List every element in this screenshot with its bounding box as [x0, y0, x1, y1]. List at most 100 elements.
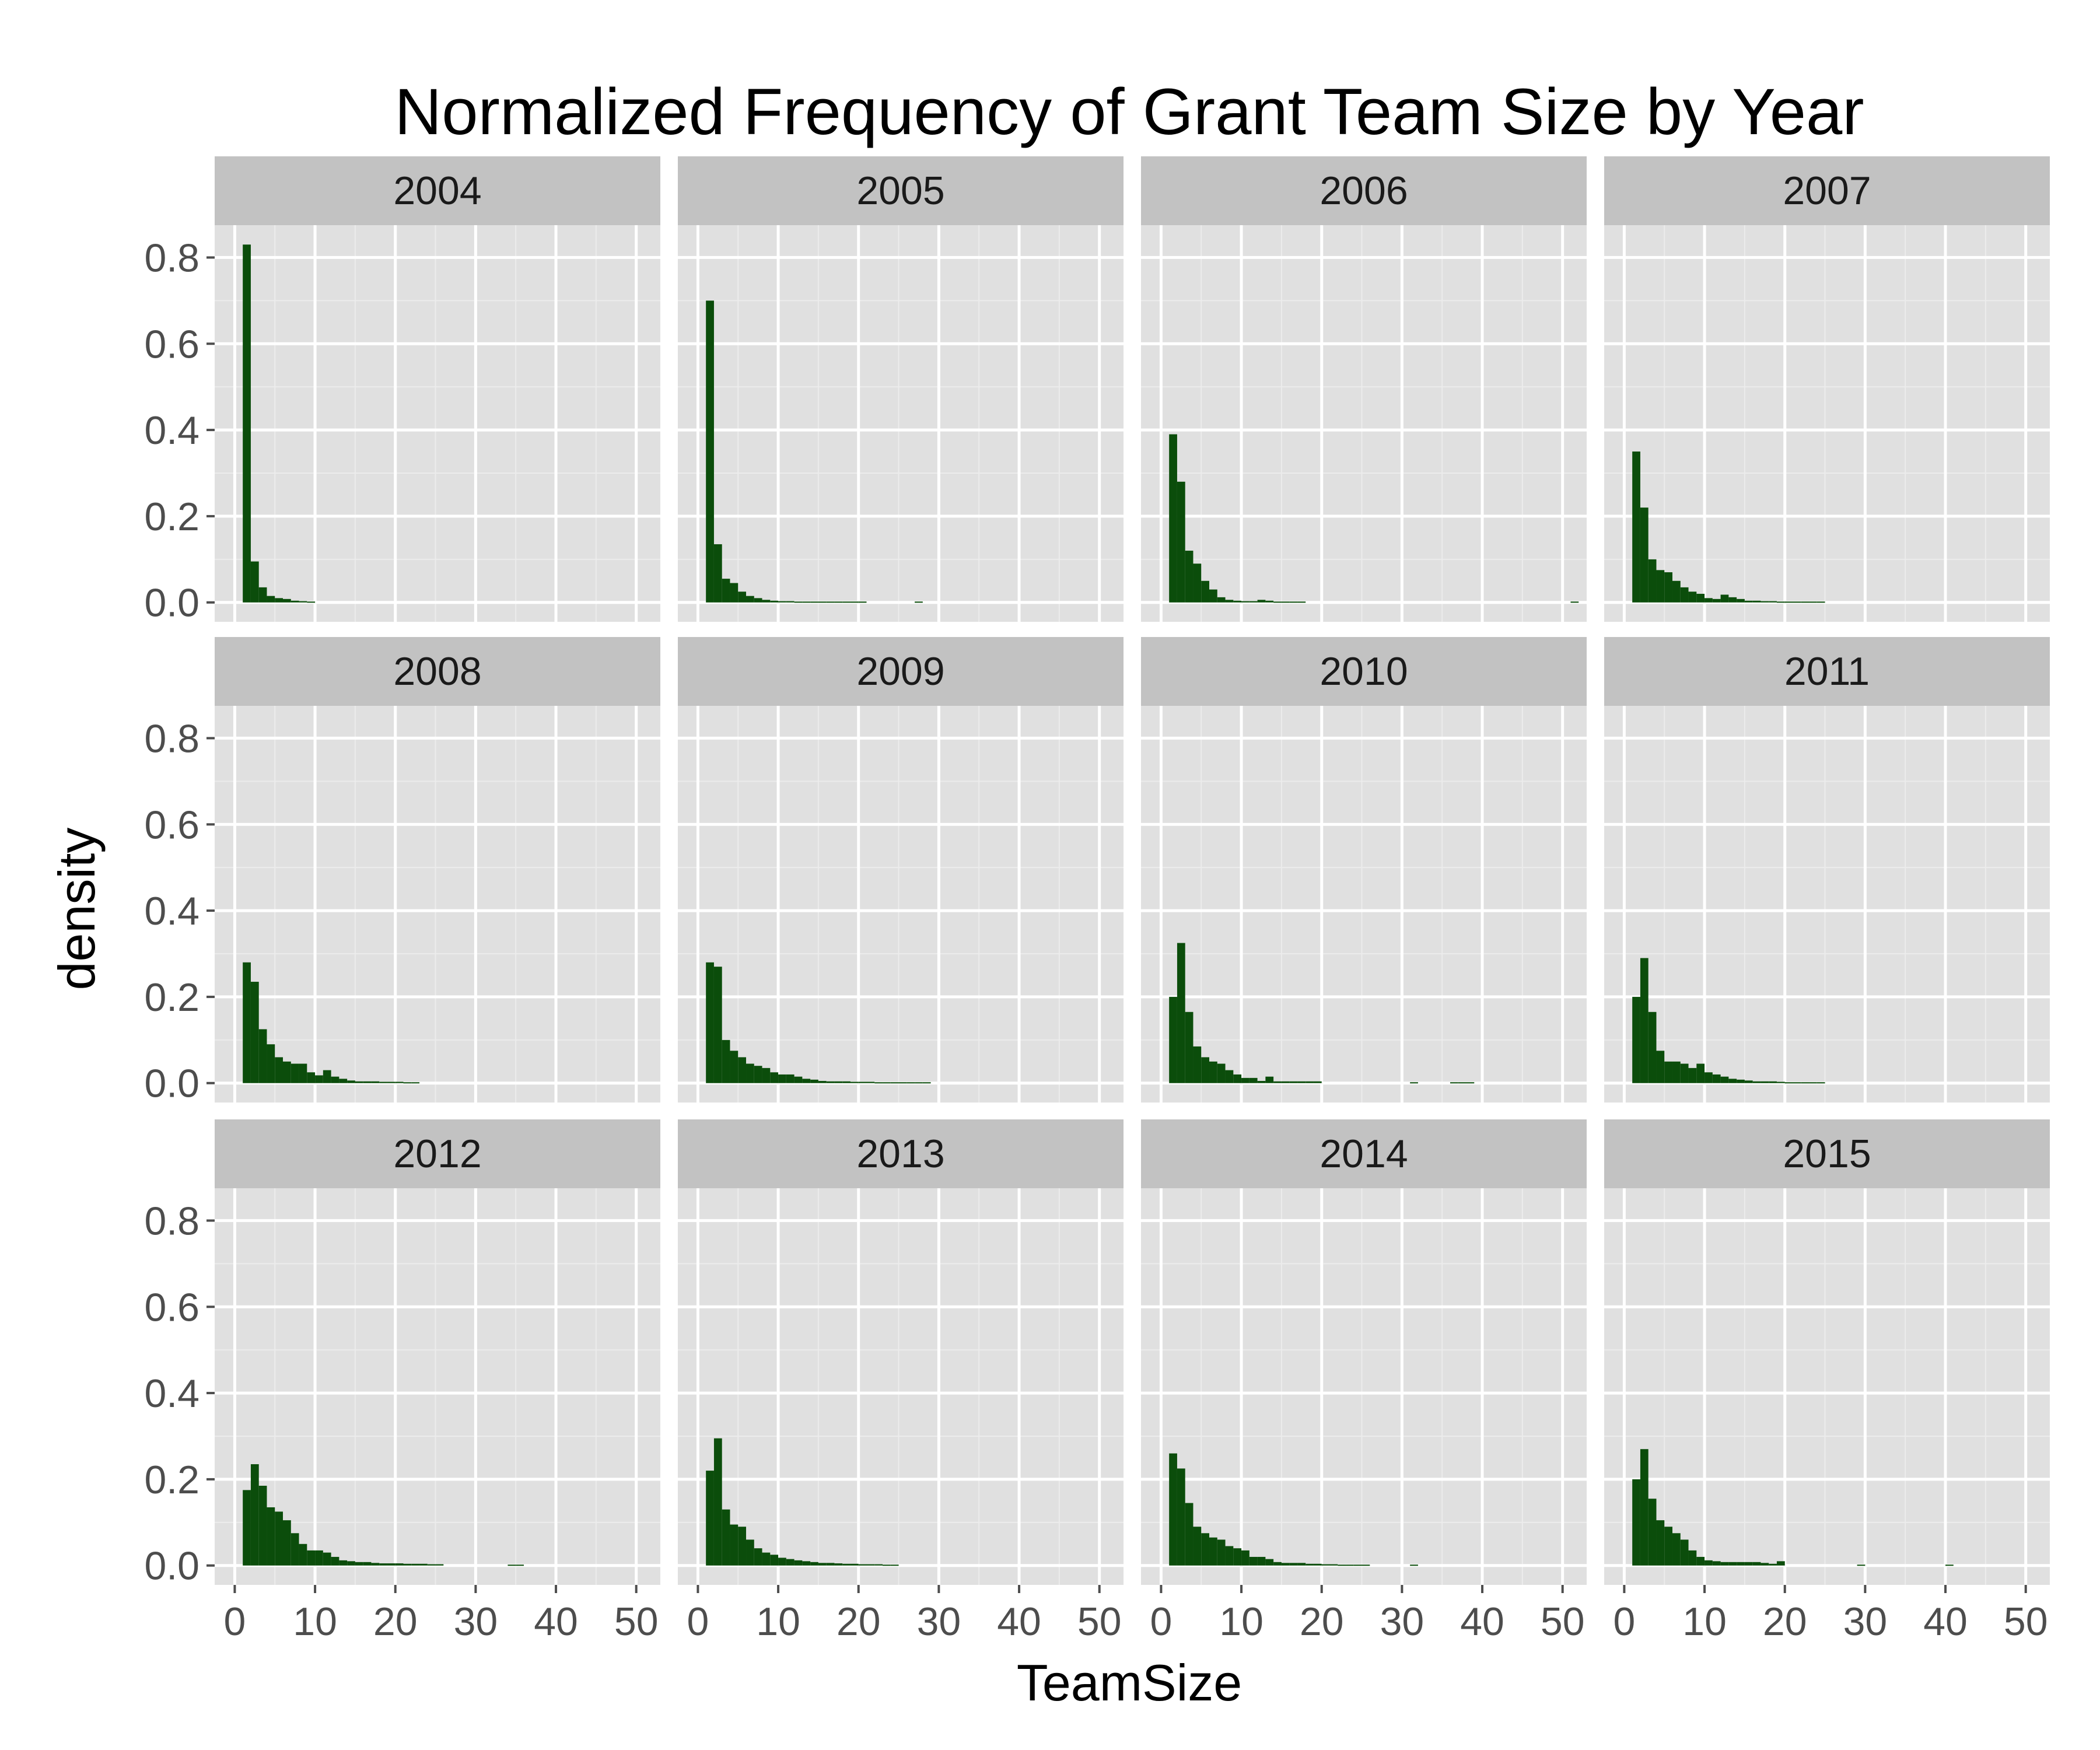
histogram-bar — [1648, 1012, 1657, 1083]
facet-panel-2013: 2013 0 10 20 30 40 50 — [678, 1119, 1124, 1644]
x-tick-label: 10 — [756, 1600, 800, 1644]
histogram-bar — [403, 1563, 412, 1566]
histogram-bar — [1177, 1468, 1185, 1566]
histogram-bar — [1945, 1564, 1954, 1566]
facet-strip — [215, 156, 660, 225]
histogram-bar — [706, 1471, 714, 1566]
histogram-bar — [842, 1081, 850, 1083]
histogram-bar — [299, 1063, 307, 1083]
histogram-bar — [395, 1563, 404, 1566]
histogram-bar — [786, 1559, 794, 1566]
histogram-bar — [907, 1082, 915, 1084]
histogram-bar — [1672, 1533, 1681, 1566]
histogram-bar — [826, 1081, 835, 1083]
histogram-bar — [275, 1511, 284, 1566]
histogram-bar — [1769, 1563, 1777, 1566]
histogram-bar — [754, 1548, 762, 1566]
histogram-bar — [866, 1082, 875, 1083]
histogram-bar — [874, 1564, 883, 1566]
histogram-bar — [331, 1076, 340, 1083]
histogram-bar — [411, 1563, 420, 1566]
histogram-bar — [516, 1564, 524, 1566]
histogram-bar — [1233, 1074, 1242, 1083]
histogram-bar — [299, 601, 307, 603]
histogram-bar — [1257, 600, 1266, 603]
histogram-bar — [1680, 1539, 1689, 1566]
histogram-bar — [1632, 452, 1640, 603]
x-tick-label: 0 — [1150, 1600, 1172, 1644]
histogram-bar — [1793, 1082, 1801, 1084]
facet-strip — [678, 156, 1124, 225]
histogram-bar — [243, 962, 251, 1083]
panel-background — [678, 225, 1124, 622]
histogram-bar — [1177, 481, 1185, 603]
histogram-bar — [1257, 1556, 1266, 1566]
histogram-bar — [890, 1564, 899, 1566]
histogram-bar — [1712, 1074, 1721, 1083]
histogram-bar — [1297, 1081, 1306, 1083]
chart-title: Normalized Frequency of Grant Team Size … — [394, 75, 1864, 148]
histogram-bar — [258, 1486, 267, 1566]
histogram-bar — [1249, 1077, 1258, 1083]
histogram-bar — [1664, 1061, 1673, 1083]
histogram-bar — [1656, 1520, 1665, 1566]
histogram-bar — [794, 1076, 803, 1083]
histogram-bar — [1712, 1561, 1721, 1566]
histogram-bar — [746, 1539, 754, 1566]
histogram-bar — [323, 1552, 331, 1566]
histogram-bar — [738, 592, 747, 603]
histogram-bar — [1209, 1061, 1217, 1083]
y-tick-label: 0.4 — [144, 889, 200, 933]
histogram-bar — [347, 1561, 355, 1566]
histogram-bar — [347, 1080, 355, 1083]
histogram-bar — [858, 1082, 867, 1083]
histogram-bar — [283, 598, 291, 603]
facet-strip — [678, 1119, 1124, 1188]
histogram-bar — [1329, 1564, 1338, 1566]
histogram-bar — [1346, 1564, 1354, 1566]
y-tick-label: 0.8 — [144, 716, 200, 761]
y-tick-label: 0.0 — [144, 1544, 200, 1588]
histogram-bar — [1241, 1077, 1250, 1083]
histogram-bar — [762, 600, 771, 603]
histogram-bar — [299, 1544, 307, 1566]
histogram-bar — [1720, 1076, 1729, 1083]
facet-strip-label: 2009 — [856, 649, 944, 694]
facet-strip-label: 2012 — [393, 1132, 481, 1176]
facet-strip — [1604, 1119, 2050, 1188]
histogram-bar — [371, 1563, 380, 1566]
histogram-bar — [1209, 1537, 1217, 1566]
histogram-bar — [427, 1564, 436, 1566]
histogram-bar — [250, 982, 259, 1083]
histogram-bar — [1201, 1533, 1210, 1566]
histogram-bar — [1458, 1082, 1466, 1084]
panel-background — [215, 706, 660, 1102]
histogram-bar — [770, 1555, 779, 1566]
histogram-bar — [898, 1082, 907, 1084]
facet-strip-label: 2015 — [1783, 1132, 1871, 1176]
histogram-bar — [290, 1533, 299, 1566]
histogram-bar — [818, 601, 827, 603]
histogram-bar — [1720, 594, 1729, 603]
histogram-bar — [315, 1550, 323, 1566]
histogram-bar — [1696, 593, 1705, 603]
histogram-bar — [1728, 1079, 1737, 1083]
histogram-bar — [883, 1082, 891, 1084]
histogram-bar — [746, 596, 754, 603]
facet-strip-label: 2011 — [1784, 649, 1870, 694]
histogram-bar — [778, 1074, 786, 1083]
histogram-bar — [1737, 1562, 1745, 1566]
histogram-bar — [243, 244, 251, 603]
x-axis-title: TeamSize — [1017, 1654, 1242, 1712]
x-tick-label: 50 — [2004, 1600, 2048, 1644]
histogram-bar — [290, 1063, 299, 1083]
histogram-bar — [1273, 601, 1282, 603]
histogram-bar — [283, 1061, 291, 1083]
histogram-bar — [258, 1029, 267, 1083]
histogram-bar — [1273, 1562, 1282, 1566]
histogram-bar — [738, 1057, 747, 1083]
x-tick-label: 40 — [997, 1600, 1041, 1644]
histogram-bar — [1801, 601, 1810, 603]
histogram-bar — [275, 1057, 284, 1083]
histogram-bar — [379, 1082, 387, 1083]
